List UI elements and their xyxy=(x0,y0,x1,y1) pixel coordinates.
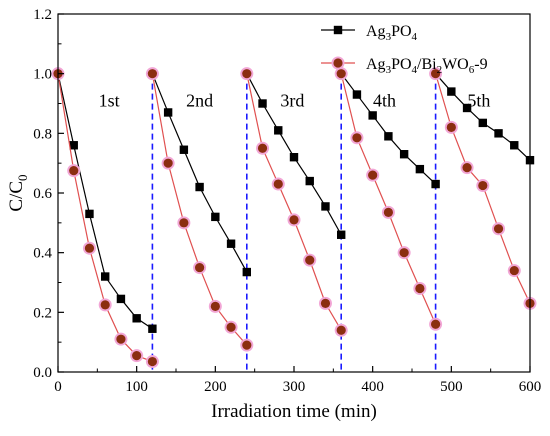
data-point-circle xyxy=(242,340,252,350)
x-tick-label: 100 xyxy=(125,379,148,395)
cycle-label: 2nd xyxy=(186,91,213,111)
y-tick-label: 0.8 xyxy=(33,126,52,142)
series-line xyxy=(246,73,342,331)
data-point-circle xyxy=(100,300,110,310)
legend: Ag3PO4 Ag3PO4/Bi2WO6-9 xyxy=(321,23,488,76)
data-point-square xyxy=(352,90,362,99)
data-point-square xyxy=(258,99,267,108)
data-point-circle xyxy=(493,224,504,234)
data-point-circle xyxy=(84,243,95,253)
data-point-circle xyxy=(509,265,519,276)
cycle-label: 1st xyxy=(99,91,120,111)
data-point-square xyxy=(85,209,94,219)
data-point-square xyxy=(101,272,110,281)
data-point-square xyxy=(384,132,393,141)
y-tick-label: 0.2 xyxy=(33,305,52,321)
data-point-square xyxy=(116,294,126,304)
cycle-label: 5th xyxy=(467,91,490,111)
y-tick-label: 1.2 xyxy=(33,7,52,23)
data-point-circle xyxy=(431,69,441,79)
axis-titles: Irradiation time (min) C/C0 xyxy=(6,174,377,422)
data-point-circle xyxy=(257,143,268,153)
axes: 0 100 200 300 400 500 600 0.0 0.2 0.4 0.6 0.8 1.0 1.2 xyxy=(33,7,541,395)
y-tick-label: 1.0 xyxy=(33,67,52,83)
data-point-circle xyxy=(273,179,283,189)
data-point-square xyxy=(242,267,251,277)
data-point-square xyxy=(494,129,503,138)
x-tick-label: 500 xyxy=(440,379,463,395)
data-point-circle xyxy=(478,180,488,191)
x-tick-label: 400 xyxy=(361,379,384,395)
data-point-circle xyxy=(116,334,126,344)
legend-marker-square xyxy=(333,25,343,35)
data-point-circle xyxy=(368,170,378,180)
data-point-square xyxy=(321,202,330,211)
data-point-circle xyxy=(163,158,173,168)
cycle-label: 3rd xyxy=(280,91,304,111)
data-point-circle xyxy=(336,69,346,79)
data-point-square xyxy=(226,239,236,248)
data-point-circle xyxy=(415,283,425,294)
data-point-square xyxy=(148,324,157,333)
x-axis-title: Irradiation time (min) xyxy=(211,401,377,422)
x-tick-label: 300 xyxy=(283,379,306,395)
data-point-circle xyxy=(195,262,205,273)
data-point-circle xyxy=(446,122,456,132)
y-axis-title: C/C0 xyxy=(6,174,30,211)
legend-marker-circle xyxy=(333,58,343,68)
data-point-circle xyxy=(210,301,220,311)
data-point-square xyxy=(431,179,440,189)
legend-label: Ag3PO4 xyxy=(366,23,418,43)
data-point-square xyxy=(274,126,283,135)
series-line xyxy=(57,73,153,330)
data-point-square xyxy=(510,141,519,150)
data-point-square xyxy=(195,182,204,192)
data-point-square xyxy=(478,118,487,128)
data-point-circle xyxy=(69,166,79,176)
data-point-circle xyxy=(147,69,157,79)
data-point-circle xyxy=(399,248,409,258)
data-point-square xyxy=(179,145,189,154)
cycle-labels: 1st 2nd 3rd 4th 5th xyxy=(99,91,491,111)
y-tick-label: 0.6 xyxy=(33,186,52,202)
data-point-circle xyxy=(179,218,189,228)
cycle-label: 4th xyxy=(373,91,396,111)
series-layer xyxy=(51,67,537,369)
data-point-square xyxy=(305,176,314,186)
data-point-square xyxy=(337,230,346,239)
data-point-circle xyxy=(320,298,331,308)
data-point-circle xyxy=(242,69,252,79)
x-tick-label: 0 xyxy=(54,379,62,395)
data-point-square xyxy=(462,103,472,113)
series-ag3po4-bi2wo6-9 xyxy=(51,67,537,369)
data-point-square xyxy=(415,164,425,174)
data-point-circle xyxy=(352,133,362,143)
legend-label: Ag3PO4/Bi2WO6-9 xyxy=(366,56,488,76)
data-point-square xyxy=(211,212,220,222)
data-point-square xyxy=(69,141,78,150)
data-point-square xyxy=(289,153,299,162)
data-point-circle xyxy=(431,319,441,329)
data-point-circle xyxy=(336,325,346,335)
data-point-circle xyxy=(305,255,315,265)
data-point-circle xyxy=(147,356,157,367)
x-tick-label: 200 xyxy=(204,379,227,395)
y-tick-label: 0.4 xyxy=(33,246,52,262)
data-point-square xyxy=(399,150,409,159)
data-point-circle xyxy=(462,163,472,173)
data-point-square xyxy=(163,108,173,117)
data-point-square xyxy=(368,111,377,120)
data-point-circle xyxy=(132,350,142,361)
x-tick-label: 600 xyxy=(519,379,542,395)
data-point-circle xyxy=(289,215,299,225)
data-point-circle xyxy=(226,322,236,332)
y-tick-label: 0.0 xyxy=(33,365,52,381)
data-point-square xyxy=(132,314,141,323)
data-point-circle xyxy=(383,207,393,217)
data-point-square xyxy=(447,87,456,96)
